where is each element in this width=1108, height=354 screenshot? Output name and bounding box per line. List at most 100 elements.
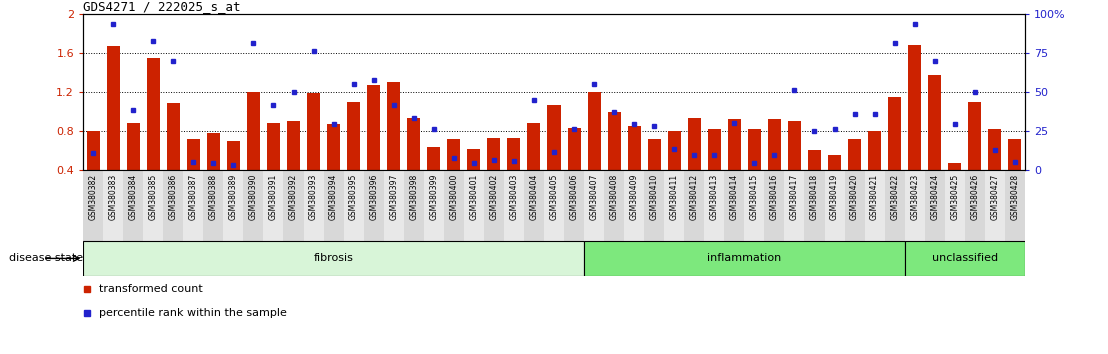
Text: GSM380390: GSM380390 (249, 173, 258, 220)
Text: GSM380420: GSM380420 (850, 173, 859, 220)
Bar (264, 170, 284, 241)
Bar (307, 93, 320, 170)
Bar (745, 170, 765, 241)
Bar (126, 123, 140, 170)
Text: GSM380421: GSM380421 (870, 173, 879, 219)
Text: GSM380407: GSM380407 (589, 173, 598, 220)
Bar (884, 170, 904, 241)
Bar (423, 170, 444, 241)
Bar (83, 170, 103, 241)
Text: GSM380405: GSM380405 (550, 173, 558, 220)
Bar (725, 170, 745, 241)
Text: unclassified: unclassified (932, 253, 998, 263)
Bar (688, 118, 700, 170)
Bar (587, 92, 601, 170)
Text: GSM380382: GSM380382 (89, 173, 98, 219)
Bar (267, 123, 280, 170)
Text: GSM380416: GSM380416 (770, 173, 779, 220)
Bar (685, 170, 705, 241)
Bar (547, 105, 561, 170)
Bar (468, 149, 481, 170)
Bar (624, 170, 644, 241)
Text: GSM380426: GSM380426 (971, 173, 979, 220)
Bar (227, 141, 240, 170)
Bar (584, 241, 904, 276)
Text: GSM380391: GSM380391 (269, 173, 278, 220)
Bar (367, 85, 380, 170)
Bar (86, 131, 100, 170)
Bar (387, 82, 400, 170)
Text: GSM380387: GSM380387 (188, 173, 198, 220)
Bar (224, 170, 244, 241)
Bar (948, 163, 962, 170)
Text: GSM380425: GSM380425 (951, 173, 960, 220)
Bar (728, 119, 741, 170)
Bar (644, 170, 664, 241)
Text: GSM380388: GSM380388 (208, 173, 218, 219)
Bar (403, 170, 423, 241)
Text: percentile rank within the sample: percentile rank within the sample (99, 308, 287, 318)
Text: GSM380412: GSM380412 (690, 173, 699, 219)
Text: transformed count: transformed count (99, 284, 203, 293)
Bar (444, 170, 464, 241)
Bar (904, 170, 925, 241)
Bar (143, 170, 163, 241)
Bar (664, 170, 685, 241)
Bar (524, 170, 544, 241)
Bar (327, 124, 340, 170)
Bar (428, 147, 440, 170)
Text: GSM380403: GSM380403 (510, 173, 519, 220)
Text: GSM380389: GSM380389 (229, 173, 238, 220)
Bar (584, 170, 604, 241)
Bar (985, 170, 1005, 241)
Bar (544, 170, 564, 241)
Text: GSM380393: GSM380393 (309, 173, 318, 220)
Bar (627, 126, 640, 170)
Bar (965, 170, 985, 241)
Text: GSM380392: GSM380392 (289, 173, 298, 220)
Text: GSM380394: GSM380394 (329, 173, 338, 220)
Text: GSM380399: GSM380399 (429, 173, 439, 220)
Bar (889, 97, 901, 170)
Bar (604, 170, 624, 241)
Text: GSM380418: GSM380418 (810, 173, 819, 219)
Text: GSM380402: GSM380402 (490, 173, 499, 220)
Bar (146, 58, 160, 170)
Text: GSM380411: GSM380411 (669, 173, 679, 219)
Bar (123, 170, 143, 241)
Bar (484, 170, 504, 241)
Text: GSM380404: GSM380404 (530, 173, 538, 220)
Bar (904, 241, 1025, 276)
Bar (408, 118, 420, 170)
Bar (488, 138, 501, 170)
Bar (705, 170, 725, 241)
Bar (824, 170, 844, 241)
Bar (207, 133, 219, 170)
Bar (187, 139, 199, 170)
Text: GSM380423: GSM380423 (910, 173, 920, 220)
Bar (868, 131, 881, 170)
Bar (1005, 170, 1025, 241)
Bar (347, 102, 360, 170)
Text: GSM380398: GSM380398 (409, 173, 418, 220)
Bar (864, 170, 884, 241)
Text: GSM380400: GSM380400 (450, 173, 459, 220)
Text: GSM380413: GSM380413 (710, 173, 719, 220)
Bar (828, 155, 841, 170)
Text: fibrosis: fibrosis (314, 253, 353, 263)
Bar (804, 170, 824, 241)
Bar (284, 170, 304, 241)
Text: GSM380417: GSM380417 (790, 173, 799, 220)
Text: GSM380396: GSM380396 (369, 173, 378, 220)
Text: GSM380419: GSM380419 (830, 173, 839, 220)
Bar (103, 170, 123, 241)
Bar (504, 170, 524, 241)
Bar (607, 112, 620, 170)
Text: GSM380427: GSM380427 (991, 173, 999, 220)
Bar (244, 170, 264, 241)
Text: GSM380406: GSM380406 (570, 173, 578, 220)
Bar (83, 241, 584, 276)
Text: GSM380424: GSM380424 (931, 173, 940, 220)
Bar (909, 45, 921, 170)
Bar (668, 131, 680, 170)
